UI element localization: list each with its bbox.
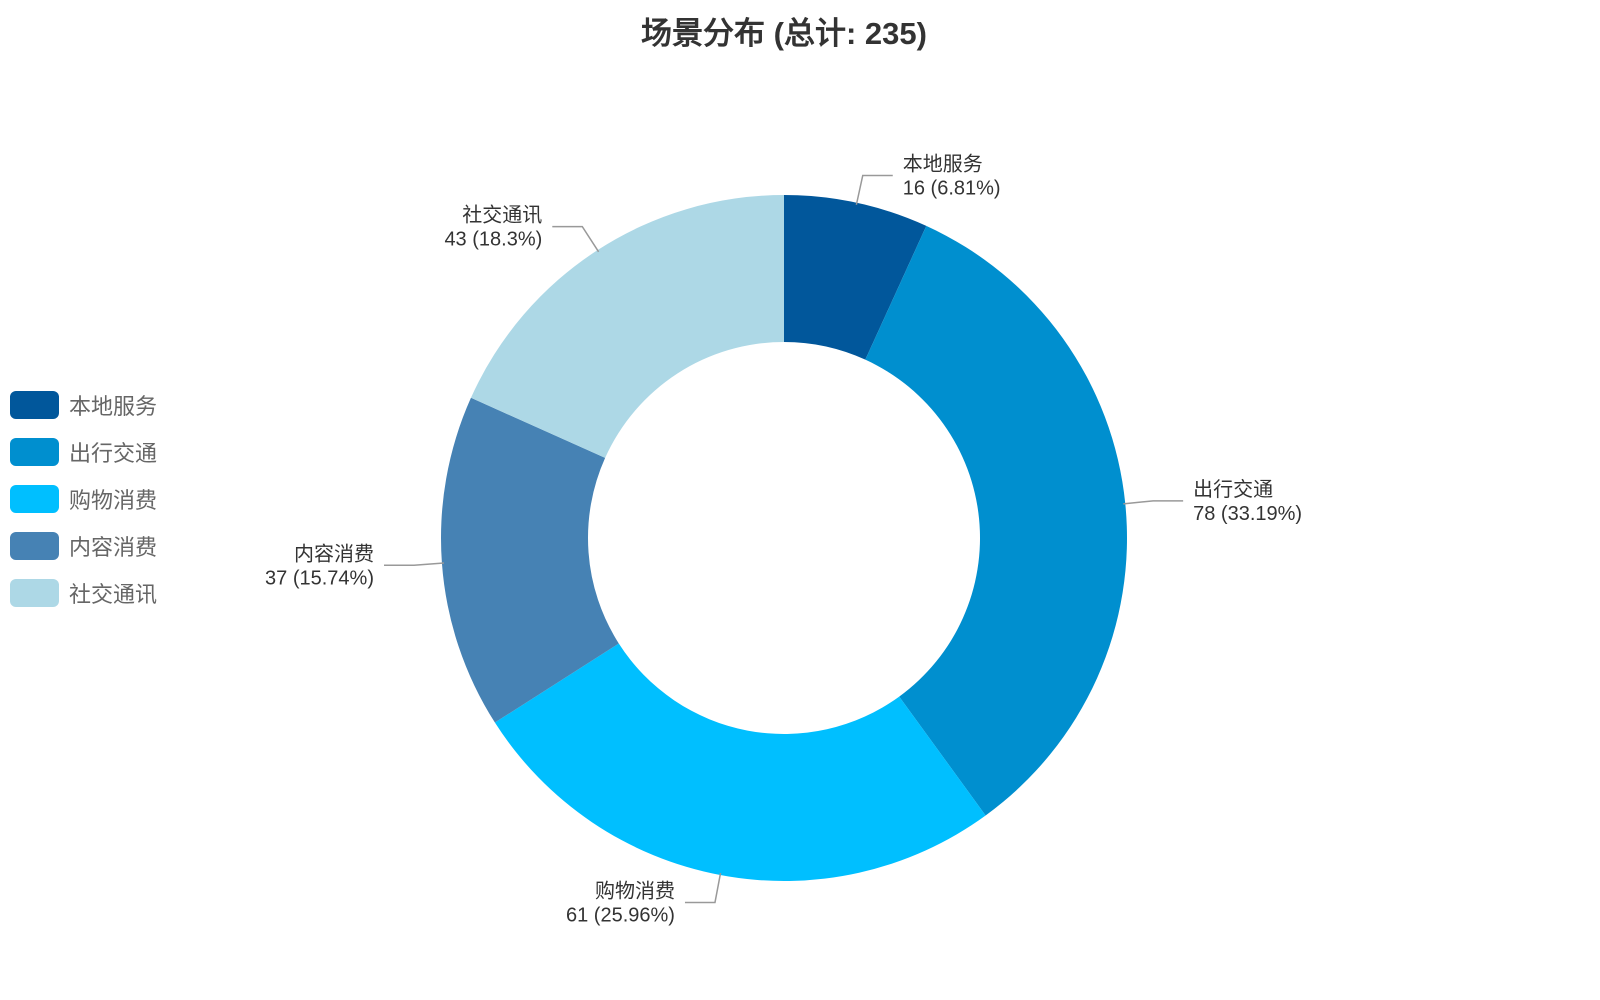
legend-label: 本地服务: [69, 393, 158, 419]
slice-label: 内容消费: [294, 542, 374, 565]
slice-value-label: 37 (15.74%): [265, 567, 374, 589]
legend-label: 社交通讯: [69, 581, 158, 607]
leader-line: [684, 872, 722, 904]
legend-swatch: [10, 578, 59, 607]
slice-label: 出行交通: [1193, 478, 1273, 501]
donut-slice[interactable]: [865, 225, 1127, 816]
slice-value-label: 16 (6.81%): [903, 177, 1001, 199]
chart-title: 场景分布 (总计: 235): [641, 16, 927, 51]
donut-slice[interactable]: [441, 397, 619, 723]
legend: 本地服务 出行交通 购物消费 内容消费 社交通讯: [10, 381, 157, 616]
leader-line: [1123, 500, 1184, 505]
leader-line: [552, 225, 600, 253]
legend-swatch: [10, 390, 59, 419]
donut-slice[interactable]: [470, 195, 784, 458]
legend-item[interactable]: 出行交通: [10, 428, 157, 475]
legend-label: 内容消费: [69, 534, 158, 560]
legend-item[interactable]: 本地服务: [10, 381, 157, 428]
legend-swatch: [10, 437, 59, 466]
leader-line: [855, 174, 893, 205]
legend-item[interactable]: 购物消费: [10, 475, 157, 522]
legend-label: 出行交通: [69, 440, 158, 466]
slice-value-label: 78 (33.19%): [1193, 503, 1302, 525]
donut-slice[interactable]: [494, 643, 986, 882]
slice-label: 本地服务: [903, 152, 983, 175]
slice-label: 购物消费: [595, 880, 675, 903]
legend-swatch: [10, 484, 59, 513]
slice-label: 社交通讯: [462, 204, 542, 227]
legend-label: 购物消费: [69, 487, 158, 513]
leader-line: [384, 562, 444, 567]
legend-item[interactable]: 社交通讯: [10, 569, 157, 616]
legend-swatch: [10, 531, 59, 560]
slice-value-label: 43 (18.3%): [444, 229, 542, 251]
slice-value-label: 61 (25.96%): [566, 905, 675, 927]
legend-item[interactable]: 内容消费: [10, 522, 157, 569]
donut-slice[interactable]: [784, 195, 927, 360]
